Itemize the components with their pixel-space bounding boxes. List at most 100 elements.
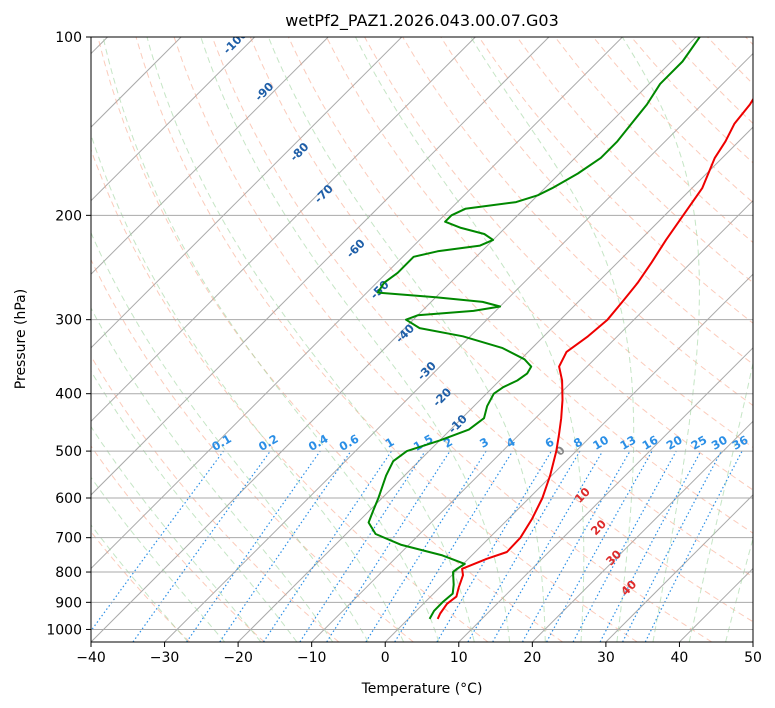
- isotherm-line: [91, 37, 623, 570]
- y-axis-label: Pressure (hPa): [13, 289, 29, 389]
- mixing-ratio-line: [299, 450, 426, 642]
- dry-adiabat-label: 20: [588, 517, 609, 538]
- mixing-ratio-line: [91, 450, 224, 632]
- x-tick-label: −30: [150, 650, 180, 666]
- mixing-ratio-label: 16: [640, 433, 661, 453]
- x-tick-label: 50: [744, 650, 762, 666]
- mixing-ratio-line: [436, 450, 553, 642]
- dry-adiabat-line: [91, 445, 265, 642]
- y-tick-label: 500: [55, 444, 82, 460]
- mixing-ratio-label: 20: [664, 433, 685, 453]
- mixing-ratio-label: 25: [688, 433, 709, 453]
- dry-adiabat-line: [173, 37, 713, 642]
- mixing-ratio-line: [644, 450, 743, 642]
- y-tick-label: 1000: [46, 622, 82, 638]
- y-tick-label: 700: [55, 531, 82, 547]
- moist-adiabat-label: -10: [445, 412, 470, 437]
- isotherm-line: [605, 494, 753, 642]
- moist-adiabat-label: -80: [287, 140, 312, 165]
- mixing-ratio-label: 10: [590, 433, 611, 453]
- x-tick-label: 0: [381, 650, 390, 666]
- moist-adiabat-line: [267, 37, 546, 642]
- mixing-ratio-line: [262, 450, 392, 642]
- mixing-ratio-label: 0.2: [256, 431, 281, 453]
- isotherm-line: [91, 37, 697, 642]
- mixing-ratio-label: 8: [571, 435, 585, 451]
- mixing-ratio-label: 30: [709, 433, 730, 453]
- moist-adiabat-line: [146, 37, 475, 642]
- isotherm-line: [164, 52, 753, 642]
- mixing-ratio-line: [326, 450, 451, 642]
- moist-adiabat-line: [91, 524, 189, 642]
- isotherm-line: [91, 37, 476, 423]
- moist-adiabat-line: [91, 307, 334, 642]
- mixing-ratio-line: [132, 450, 271, 642]
- mixing-ratio-line: [521, 450, 631, 642]
- moist-adiabat-label: -100: [220, 27, 250, 57]
- dry-adiabat-line: [287, 37, 753, 534]
- isotherm-line: [91, 37, 329, 275]
- mixing-ratio-label: 0.6: [337, 431, 362, 453]
- dry-adiabat-line: [516, 37, 753, 284]
- moist-adiabat-labels: -100-90-80-70-60-50-40-30-20-10: [220, 27, 470, 437]
- plot-frame: [90, 36, 754, 643]
- dry-adiabat-line: [669, 37, 753, 125]
- y-tick-label: 600: [55, 491, 82, 507]
- moist-adiabat-line: [102, 37, 440, 642]
- x-tick-label: 30: [597, 650, 615, 666]
- isotherm-line: [311, 199, 753, 642]
- x-axis-label: Temperature (°C): [361, 681, 483, 697]
- dry-adiabat-line: [592, 37, 753, 204]
- moist-adiabat-line: [621, 37, 700, 642]
- dry-adiabat-line: [91, 258, 414, 642]
- moist-adiabat-line: [91, 231, 369, 642]
- temperature-profile: [436, 97, 753, 620]
- moist-adiabat-label: -20: [430, 385, 455, 410]
- mixing-ratio-line: [599, 450, 702, 642]
- moist-adiabat-label: -90: [252, 79, 277, 104]
- moist-adiabat-label: -30: [414, 359, 439, 384]
- mixing-ratio-line: [546, 450, 653, 642]
- isotherm-line: [91, 37, 256, 202]
- x-tick-label: −10: [297, 650, 327, 666]
- dry-adiabat-label: 10: [572, 485, 593, 506]
- mixing-ratio-label: 36: [730, 433, 751, 453]
- dry-adiabat-line: [135, 37, 638, 642]
- moist-adiabat-line: [688, 360, 753, 642]
- x-axis-ticks: −40 −30 −20 −10 0 10 20 30 40 50: [76, 642, 762, 666]
- moist-adiabat-label: -60: [343, 236, 368, 261]
- y-tick-label: 200: [55, 208, 82, 224]
- moist-adiabat-line: [725, 536, 753, 642]
- x-tick-label: −40: [76, 650, 106, 666]
- mixing-ratio-line: [572, 450, 677, 642]
- mixing-ratio-label: 3: [477, 435, 491, 451]
- mixing-ratio-label: 13: [618, 433, 639, 453]
- mixing-ratio-line: [186, 450, 321, 642]
- dry-adiabat-label: 40: [618, 577, 639, 598]
- y-tick-label: 900: [55, 595, 82, 611]
- isotherm-line: [91, 37, 403, 349]
- moist-adiabat-line: [91, 370, 298, 642]
- dry-adiabat-line: [211, 37, 753, 623]
- moist-adiabat-line: [470, 37, 635, 642]
- y-tick-label: 100: [55, 30, 82, 46]
- mixing-ratio-label: 0.1: [209, 431, 234, 453]
- dry-adiabat-label: 30: [603, 547, 624, 568]
- dry-adiabat-line: [97, 37, 563, 642]
- isotherm-line: [531, 420, 753, 642]
- isotherm-line: [237, 126, 753, 642]
- mixing-ratio-line: [394, 450, 514, 642]
- isotherm-line: [91, 37, 550, 496]
- isotherm-line: [384, 273, 753, 642]
- y-tick-label: 800: [55, 565, 82, 581]
- x-tick-label: 10: [450, 650, 468, 666]
- background-lines: [91, 37, 753, 642]
- dry-adiabat-line: [707, 37, 753, 85]
- x-tick-label: 40: [671, 650, 689, 666]
- mixing-ratio-line: [467, 450, 581, 642]
- profile-series: [367, 37, 753, 620]
- moist-adiabat-label: -70: [311, 182, 336, 207]
- dry-adiabat-line: [326, 37, 753, 491]
